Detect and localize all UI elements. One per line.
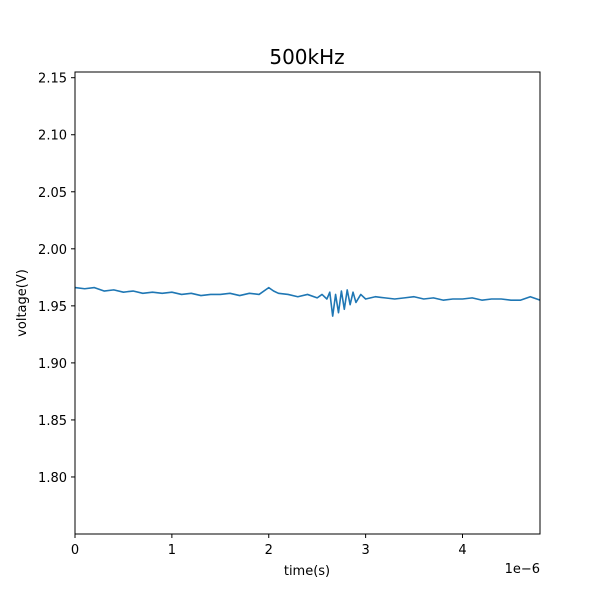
plot-frame [74, 71, 541, 535]
x-axis-label: time(s) [284, 564, 330, 579]
chart-title: 500kHz [269, 45, 344, 69]
x-tick-label: 3 [361, 543, 369, 558]
x-axis-offset-label: 1e−6 [505, 562, 540, 577]
y-axis-label: voltage(V) [15, 269, 30, 337]
y-tick-label: 2.15 [38, 72, 67, 87]
y-tick-label: 2.10 [38, 129, 67, 144]
x-tick-label: 4 [458, 543, 466, 558]
x-axis: 0 1 2 3 4 [71, 534, 467, 558]
y-tick-label: 2.00 [38, 243, 67, 258]
x-tick-label: 1 [168, 543, 176, 558]
series-line [74, 286, 541, 317]
x-tick-label: 2 [265, 543, 273, 558]
y-tick-label: 1.95 [38, 300, 67, 315]
x-tick-label: 0 [71, 543, 79, 558]
y-tick-label: 1.85 [38, 414, 67, 429]
y-tick-label: 1.90 [38, 357, 67, 372]
plot-area [74, 286, 541, 317]
y-axis: 1.80 1.85 1.90 1.95 2.00 2.05 2.10 2.15 [38, 72, 75, 486]
y-tick-label: 1.80 [38, 471, 67, 486]
y-tick-label: 2.05 [38, 186, 67, 201]
